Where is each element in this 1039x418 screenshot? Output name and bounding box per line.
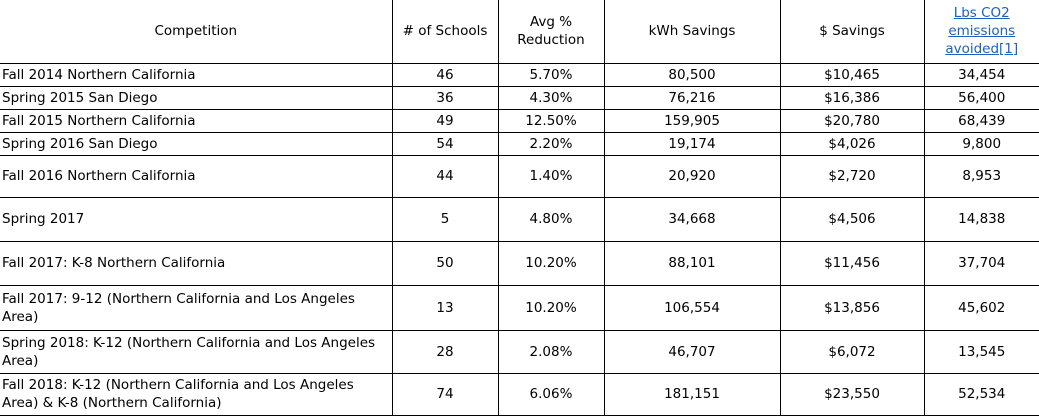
- cell-num-schools: 36: [391, 85, 499, 110]
- cell-competition: Fall 2017: K-8 Northern California: [0, 240, 393, 286]
- cell-num-schools: 5: [391, 196, 499, 242]
- cell-competition: Fall 2017: 9-12 (Northern California and…: [0, 284, 393, 331]
- cell-num-schools: 28: [391, 329, 499, 374]
- header-avg-reduction: Avg % Reduction: [497, 0, 605, 64]
- cell-num-schools: 49: [391, 108, 499, 133]
- cell-avg-reduction: 4.30%: [497, 85, 605, 110]
- cell-co2-avoided: 9,800: [923, 131, 1039, 156]
- cell-competition: Fall 2015 Northern California: [0, 108, 393, 133]
- cell-kwh-savings: 76,216: [603, 85, 781, 110]
- cell-dollar-savings: $10,465: [779, 62, 925, 87]
- cell-competition: Spring 2017: [0, 196, 393, 242]
- cell-num-schools: 13: [391, 284, 499, 331]
- cell-dollar-savings: $20,780: [779, 108, 925, 133]
- cell-dollar-savings: $13,856: [779, 284, 925, 331]
- cell-avg-reduction: 10.20%: [497, 284, 605, 331]
- cell-competition: Fall 2018: K-12 (Northern California and…: [0, 372, 393, 416]
- cell-co2-avoided: 13,545: [923, 329, 1039, 374]
- cell-num-schools: 54: [391, 131, 499, 156]
- table-row: Fall 2017: 9-12 (Northern California and…: [0, 284, 1039, 331]
- cell-kwh-savings: 80,500: [603, 62, 781, 87]
- cell-avg-reduction: 2.08%: [497, 329, 605, 374]
- cell-num-schools: 50: [391, 240, 499, 286]
- cell-co2-avoided: 45,602: [923, 284, 1039, 331]
- cell-avg-reduction: 2.20%: [497, 131, 605, 156]
- cell-competition: Spring 2016 San Diego: [0, 131, 393, 156]
- cell-dollar-savings: $6,072: [779, 329, 925, 374]
- cell-co2-avoided: 14,838: [923, 196, 1039, 242]
- cell-competition: Spring 2015 San Diego: [0, 85, 393, 110]
- header-co2-link[interactable]: Lbs CO2 emissions avoided[1]: [923, 0, 1039, 64]
- cell-avg-reduction: 5.70%: [497, 62, 605, 87]
- cell-num-schools: 44: [391, 154, 499, 198]
- cell-num-schools: 74: [391, 372, 499, 416]
- cell-dollar-savings: $4,506: [779, 196, 925, 242]
- cell-avg-reduction: 1.40%: [497, 154, 605, 198]
- table-row: Fall 2016 Northern California 44 1.40% 20,9…: [0, 154, 1039, 198]
- table-row: Spring 2015 San Diego 36 4.30% 76,216 $16,38…: [0, 85, 1039, 110]
- table-row: Spring 2017 5 4.80% 34,668 $4,506 14,838: [0, 196, 1039, 242]
- table-row: Fall 2014 Northern California 46 5.70% 80,5…: [0, 62, 1039, 87]
- cell-kwh-savings: 181,151: [603, 372, 781, 416]
- cell-kwh-savings: 19,174: [603, 131, 781, 156]
- cell-dollar-savings: $4,026: [779, 131, 925, 156]
- header-competition: Competition: [0, 0, 393, 64]
- header-row: Competition # of Schools Avg % Reduction…: [0, 0, 1039, 64]
- table-row: Fall 2018: K-12 (Northern California and…: [0, 372, 1039, 416]
- cell-kwh-savings: 46,707: [603, 329, 781, 374]
- cell-competition: Fall 2016 Northern California: [0, 154, 393, 198]
- header-kwh-savings: kWh Savings: [603, 0, 781, 64]
- cell-co2-avoided: 37,704: [923, 240, 1039, 286]
- cell-co2-avoided: 8,953: [923, 154, 1039, 198]
- cell-co2-avoided: 34,454: [923, 62, 1039, 87]
- cell-dollar-savings: $23,550: [779, 372, 925, 416]
- cell-co2-avoided: 68,439: [923, 108, 1039, 133]
- cell-kwh-savings: 159,905: [603, 108, 781, 133]
- cell-avg-reduction: 12.50%: [497, 108, 605, 133]
- cell-dollar-savings: $16,386: [779, 85, 925, 110]
- cell-dollar-savings: $2,720: [779, 154, 925, 198]
- cell-co2-avoided: 56,400: [923, 85, 1039, 110]
- cell-dollar-savings: $11,456: [779, 240, 925, 286]
- header-num-schools: # of Schools: [391, 0, 499, 64]
- cell-avg-reduction: 10.20%: [497, 240, 605, 286]
- cell-kwh-savings: 20,920: [603, 154, 781, 198]
- cell-num-schools: 46: [391, 62, 499, 87]
- cell-kwh-savings: 88,101: [603, 240, 781, 286]
- cell-competition: Fall 2014 Northern California: [0, 62, 393, 87]
- cell-kwh-savings: 34,668: [603, 196, 781, 242]
- cell-avg-reduction: 6.06%: [497, 372, 605, 416]
- table-row: Spring 2016 San Diego 54 2.20% 19,174 $4,026…: [0, 131, 1039, 156]
- cell-avg-reduction: 4.80%: [497, 196, 605, 242]
- table-row: Fall 2017: K-8 Northern California 50 10.2…: [0, 240, 1039, 286]
- header-dollar-savings: $ Savings: [779, 0, 925, 64]
- table-row: Spring 2018: K-12 (Northern California a…: [0, 329, 1039, 374]
- cell-kwh-savings: 106,554: [603, 284, 781, 331]
- cell-competition: Spring 2018: K-12 (Northern California a…: [0, 329, 393, 374]
- cell-co2-avoided: 52,534: [923, 372, 1039, 416]
- table-row: Fall 2015 Northern California 49 12.50% 159…: [0, 108, 1039, 133]
